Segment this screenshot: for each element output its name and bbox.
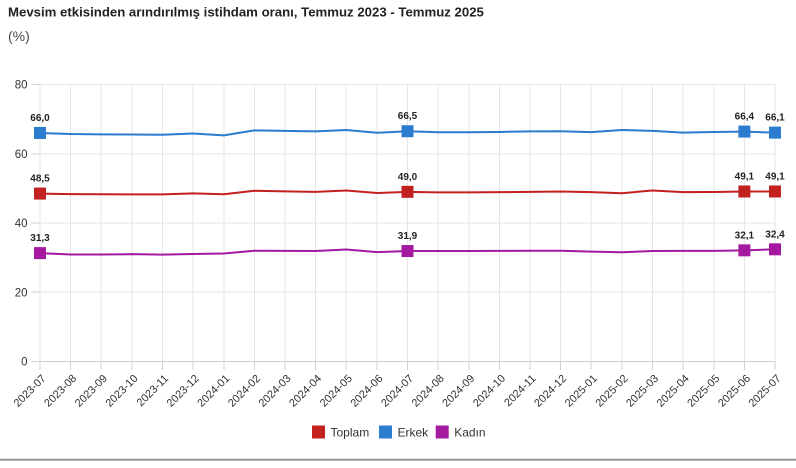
svg-text:Kadın: Kadın (454, 426, 485, 440)
svg-text:0: 0 (21, 357, 27, 369)
svg-text:66,4: 66,4 (735, 112, 755, 123)
svg-text:49,1: 49,1 (735, 171, 755, 182)
svg-text:32,4: 32,4 (765, 229, 785, 240)
svg-text:(%): (%) (8, 28, 30, 44)
svg-text:66,5: 66,5 (398, 111, 418, 122)
svg-text:32,1: 32,1 (735, 230, 755, 241)
svg-text:49,1: 49,1 (765, 171, 785, 182)
svg-text:80: 80 (15, 80, 28, 92)
svg-text:20: 20 (15, 287, 28, 299)
svg-text:49,0: 49,0 (398, 172, 418, 183)
svg-text:60: 60 (15, 149, 28, 161)
svg-text:40: 40 (15, 218, 28, 230)
svg-text:66,1: 66,1 (765, 113, 785, 124)
svg-text:31,9: 31,9 (398, 231, 418, 242)
svg-text:31,3: 31,3 (30, 233, 50, 244)
svg-text:Mevsim etkisinden arındırılmış: Mevsim etkisinden arındırılmış istihdam … (8, 4, 484, 19)
svg-text:Toplam: Toplam (331, 426, 370, 440)
svg-text:66,0: 66,0 (30, 113, 50, 124)
svg-text:48,5: 48,5 (30, 174, 50, 185)
svg-text:Erkek: Erkek (398, 426, 430, 440)
